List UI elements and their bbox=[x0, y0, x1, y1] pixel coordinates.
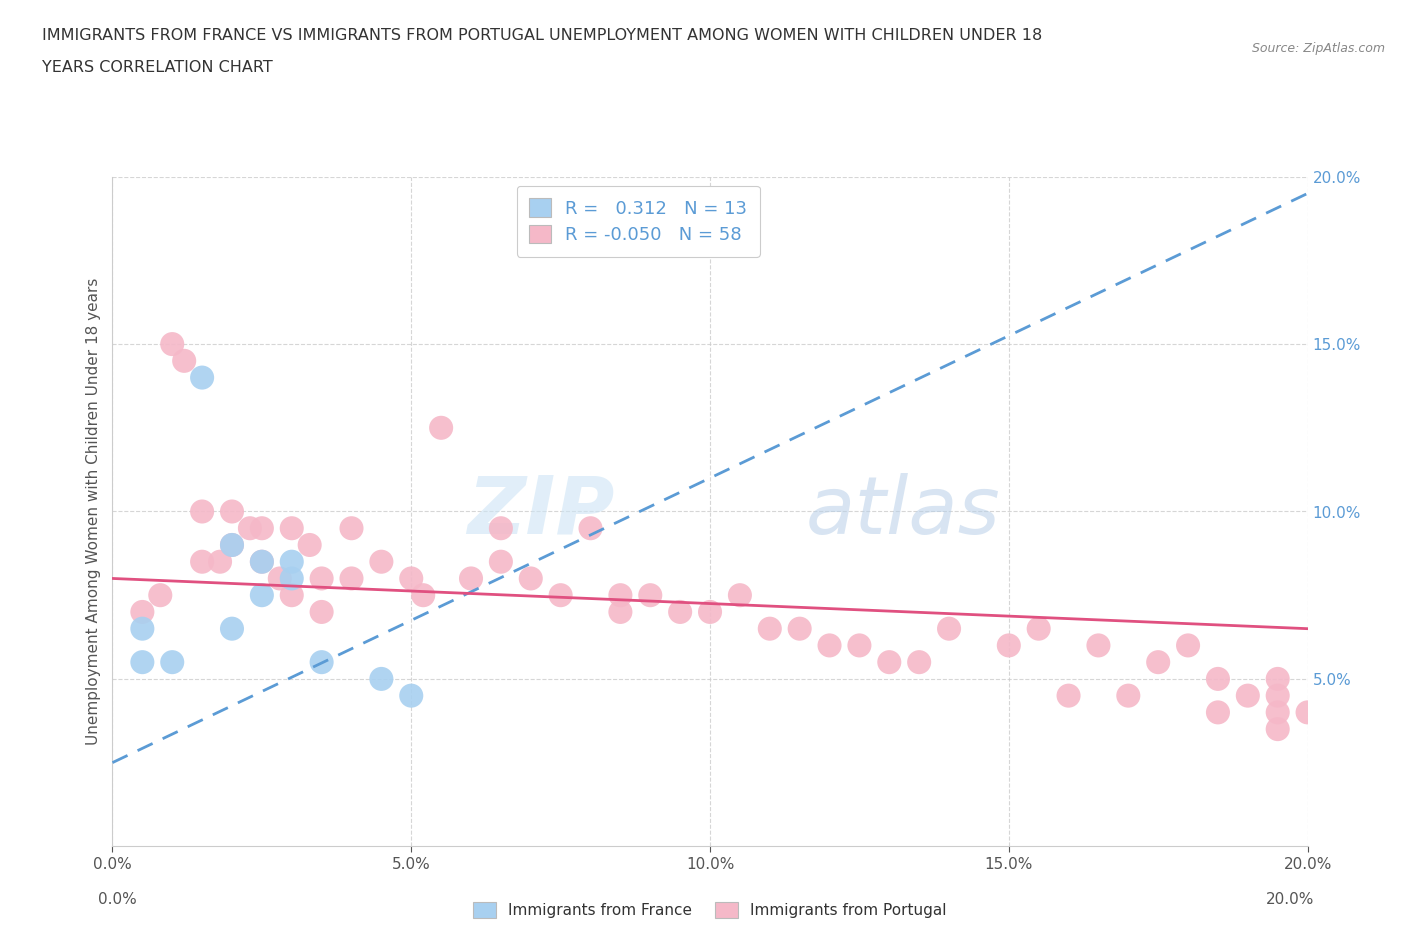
Point bbox=[1206, 671, 1229, 686]
Point bbox=[131, 604, 153, 619]
Point bbox=[173, 353, 195, 368]
Point bbox=[221, 538, 243, 552]
Point bbox=[609, 588, 631, 603]
Point bbox=[311, 571, 333, 586]
Point bbox=[221, 538, 243, 552]
Point bbox=[699, 604, 721, 619]
Point bbox=[489, 554, 512, 569]
Point bbox=[191, 504, 214, 519]
Point bbox=[669, 604, 692, 619]
Point bbox=[877, 655, 901, 670]
Point bbox=[298, 538, 321, 552]
Point bbox=[191, 370, 214, 385]
Point bbox=[848, 638, 870, 653]
Point bbox=[789, 621, 811, 636]
Point bbox=[1147, 655, 1170, 670]
Point bbox=[412, 588, 434, 603]
Point bbox=[250, 554, 273, 569]
Text: Source: ZipAtlas.com: Source: ZipAtlas.com bbox=[1251, 42, 1385, 55]
Point bbox=[162, 655, 183, 670]
Point bbox=[401, 571, 423, 586]
Text: 0.0%: 0.0% bbox=[98, 892, 138, 907]
Point bbox=[1267, 705, 1289, 720]
Point bbox=[728, 588, 751, 603]
Point bbox=[269, 571, 291, 586]
Point bbox=[579, 521, 602, 536]
Text: YEARS CORRELATION CHART: YEARS CORRELATION CHART bbox=[42, 60, 273, 75]
Point bbox=[281, 571, 304, 586]
Point bbox=[281, 588, 304, 603]
Point bbox=[520, 571, 543, 586]
Point bbox=[1118, 688, 1140, 703]
Point bbox=[221, 504, 243, 519]
Point bbox=[191, 554, 214, 569]
Point bbox=[1087, 638, 1109, 653]
Point bbox=[340, 521, 363, 536]
Point bbox=[908, 655, 931, 670]
Point bbox=[1057, 688, 1080, 703]
Y-axis label: Unemployment Among Women with Children Under 18 years: Unemployment Among Women with Children U… bbox=[86, 278, 101, 745]
Point bbox=[1177, 638, 1199, 653]
Point bbox=[250, 554, 273, 569]
Point bbox=[311, 604, 333, 619]
Legend: R =   0.312   N = 13, R = -0.050   N = 58: R = 0.312 N = 13, R = -0.050 N = 58 bbox=[516, 186, 761, 257]
Text: ZIP: ZIP bbox=[467, 472, 614, 551]
Point bbox=[250, 588, 273, 603]
Point bbox=[401, 688, 423, 703]
Point bbox=[221, 621, 243, 636]
Point bbox=[1206, 705, 1229, 720]
Point bbox=[131, 655, 153, 670]
Text: 20.0%: 20.0% bbox=[1267, 892, 1315, 907]
Point bbox=[1267, 671, 1289, 686]
Point bbox=[208, 554, 231, 569]
Point bbox=[340, 571, 363, 586]
Point bbox=[281, 521, 304, 536]
Point bbox=[430, 420, 453, 435]
Point bbox=[370, 554, 392, 569]
Point bbox=[1267, 722, 1289, 737]
Point bbox=[239, 521, 262, 536]
Point bbox=[818, 638, 841, 653]
Text: IMMIGRANTS FROM FRANCE VS IMMIGRANTS FROM PORTUGAL UNEMPLOYMENT AMONG WOMEN WITH: IMMIGRANTS FROM FRANCE VS IMMIGRANTS FRO… bbox=[42, 28, 1042, 43]
Point bbox=[759, 621, 782, 636]
Point bbox=[281, 554, 304, 569]
Point bbox=[250, 521, 273, 536]
Point bbox=[938, 621, 960, 636]
Point bbox=[638, 588, 662, 603]
Point bbox=[311, 655, 333, 670]
Point bbox=[609, 604, 631, 619]
Point bbox=[131, 621, 153, 636]
Point bbox=[460, 571, 482, 586]
Point bbox=[162, 337, 183, 352]
Point bbox=[1267, 688, 1289, 703]
Point bbox=[1028, 621, 1050, 636]
Point bbox=[550, 588, 572, 603]
Text: atlas: atlas bbox=[806, 472, 1001, 551]
Point bbox=[998, 638, 1021, 653]
Point bbox=[489, 521, 512, 536]
Point bbox=[370, 671, 392, 686]
Point bbox=[1296, 705, 1319, 720]
Point bbox=[1237, 688, 1260, 703]
Point bbox=[149, 588, 172, 603]
